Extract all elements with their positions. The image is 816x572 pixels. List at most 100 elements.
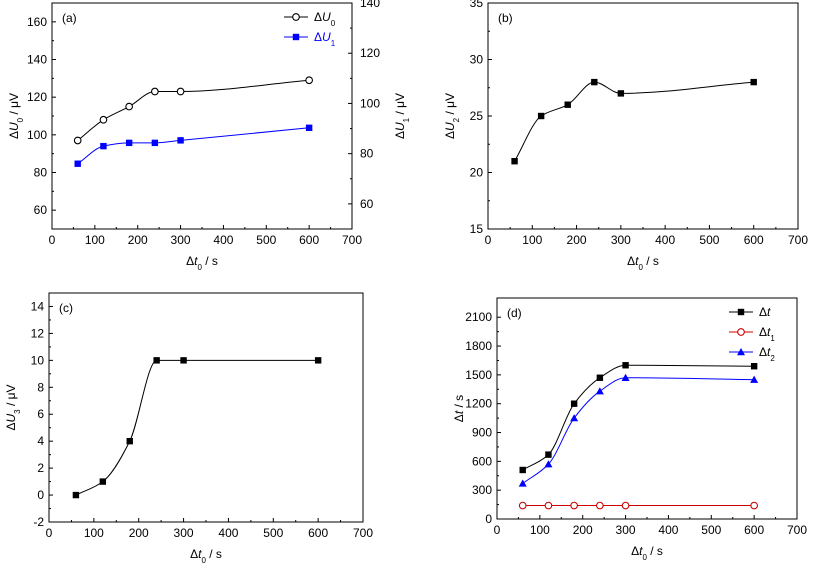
x-tick-label: 200 xyxy=(567,233,587,247)
legend-label: Δt1 xyxy=(759,325,775,343)
y-tick-label: 14 xyxy=(31,299,45,313)
x-tick-label: 100 xyxy=(84,526,104,540)
x-axis-title: Δt0 / s xyxy=(627,254,659,272)
x-axis-title: Δt0 / s xyxy=(186,254,218,272)
panel-label: (b) xyxy=(498,11,513,25)
series-1 xyxy=(511,78,757,165)
y-tick-label: 2 xyxy=(37,461,44,475)
y2-axis: 60 80 100 120 140 xyxy=(348,0,380,211)
x-tick-label: 700 xyxy=(787,523,807,537)
y-tick-label: 12 xyxy=(31,326,45,340)
plot-frame xyxy=(48,292,364,523)
x-tick-label: 700 xyxy=(353,526,373,540)
y-tick-label: 160 xyxy=(27,15,47,29)
x-tick-label: 100 xyxy=(522,233,542,247)
x-tick-label: 200 xyxy=(129,526,149,540)
y-tick-label: 60 xyxy=(34,203,48,217)
data-point xyxy=(73,136,82,145)
x-tick-label: 400 xyxy=(213,233,233,247)
y2-tick-label: 80 xyxy=(360,147,374,161)
y-axis-title: ΔU3 / μV xyxy=(4,384,22,430)
y-tick-label: 80 xyxy=(34,166,48,180)
data-point xyxy=(544,501,553,510)
data-point xyxy=(177,137,184,144)
x-axis: 0 100 200 300 400 500 600 700 xyxy=(46,518,373,540)
y-tick-label: 1800 xyxy=(465,339,492,353)
y-tick-label: 1200 xyxy=(465,397,492,411)
data-point xyxy=(545,451,552,458)
legend-marker xyxy=(292,13,300,21)
y-tick-label: 35 xyxy=(470,0,484,10)
data-point xyxy=(591,78,598,86)
series-1 xyxy=(72,357,322,499)
x-axis-title: Δt0 / s xyxy=(631,544,663,562)
data-point xyxy=(176,87,185,96)
x-tick-label: 500 xyxy=(256,233,276,247)
series-curve xyxy=(77,127,310,165)
x-tick-label: 400 xyxy=(218,526,238,540)
x-axis-title: Δt0 / s xyxy=(190,547,222,565)
x-tick-label: 500 xyxy=(701,523,721,537)
x-axis: 0 100 200 300 400 500 600 700 xyxy=(494,515,807,537)
panel-b: 0 100 200 300 400 500 600 700 15 20 25 30 35 Δt0 / s Δ… xyxy=(443,0,808,272)
panel-label: (a) xyxy=(62,11,77,25)
data-point xyxy=(180,357,187,364)
data-point xyxy=(125,102,133,111)
panel-label: (c) xyxy=(59,301,73,315)
x-tick-label: 300 xyxy=(611,233,631,247)
y-axis: 60 80 100 120 140 160 xyxy=(27,15,56,217)
y-axis-title: ΔU0 / μV xyxy=(7,93,25,139)
y2-tick-label: 120 xyxy=(360,46,380,60)
series-3 xyxy=(518,373,759,487)
y-axis: 15 20 25 30 35 xyxy=(470,0,492,236)
x-tick-label: 500 xyxy=(263,526,283,540)
data-point xyxy=(125,139,133,147)
x-axis: 0 100 200 300 400 500 600 700 xyxy=(485,225,808,247)
x-tick-label: 600 xyxy=(299,233,319,247)
y-tick-label: 900 xyxy=(472,426,492,440)
y-axis-title: ΔU2 / μV xyxy=(443,93,461,139)
y2-tick-label: 60 xyxy=(360,197,374,211)
series-1 xyxy=(519,362,758,474)
data-point xyxy=(74,160,81,167)
data-point xyxy=(518,479,527,487)
data-point xyxy=(518,501,527,510)
y-tick-label: 4 xyxy=(37,434,44,448)
y-tick-label: 20 xyxy=(470,166,484,180)
data-point xyxy=(570,501,578,510)
x-axis: 0 100 200 300 400 500 600 700 xyxy=(49,225,362,247)
x-tick-label: 700 xyxy=(788,233,808,247)
series-curve xyxy=(522,377,755,484)
x-tick-label: 300 xyxy=(174,526,194,540)
legend-marker xyxy=(737,328,745,336)
x-tick-label: 700 xyxy=(342,233,362,247)
x-tick-label: 200 xyxy=(128,233,148,247)
series-1 xyxy=(73,76,313,145)
y-tick-label: 300 xyxy=(472,483,492,497)
data-point xyxy=(621,501,630,510)
y-tick-label: 0 xyxy=(37,488,44,502)
y-tick-label: 25 xyxy=(470,109,484,123)
x-tick-label: 500 xyxy=(699,233,719,247)
y-tick-label: 0 xyxy=(485,512,492,526)
y-tick-label: 30 xyxy=(470,53,484,67)
data-point xyxy=(126,437,133,445)
x-tick-label: 100 xyxy=(530,523,550,537)
data-point xyxy=(750,501,758,510)
data-point xyxy=(99,478,107,485)
y-tick-label: 100 xyxy=(27,128,47,142)
data-point xyxy=(100,142,107,150)
y-tick-label: -2 xyxy=(33,515,44,529)
data-point xyxy=(750,363,758,370)
x-tick-label: 100 xyxy=(85,233,105,247)
legend-label: Δt xyxy=(759,305,771,319)
data-point xyxy=(99,115,108,124)
x-tick-label: 0 xyxy=(485,233,492,247)
y-tick-label: 15 xyxy=(470,222,484,236)
series-2 xyxy=(74,124,313,167)
data-point xyxy=(564,101,571,108)
data-point xyxy=(570,400,578,407)
x-tick-label: 400 xyxy=(658,523,678,537)
